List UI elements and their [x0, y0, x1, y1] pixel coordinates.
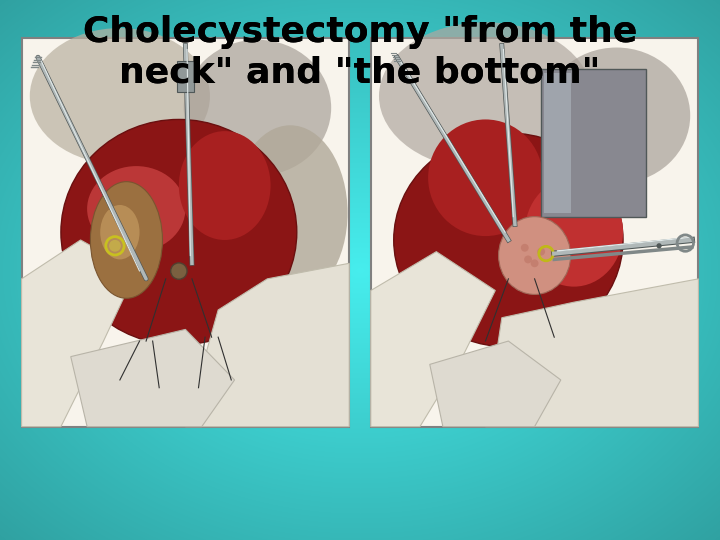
Ellipse shape: [30, 28, 210, 164]
Polygon shape: [485, 279, 698, 427]
Polygon shape: [430, 341, 561, 427]
Ellipse shape: [525, 178, 623, 287]
Ellipse shape: [87, 166, 185, 252]
Bar: [541, 69, 646, 217]
Bar: [22, 38, 349, 427]
Text: Cholecystectomy "from the
neck" and "the bottom": Cholecystectomy "from the neck" and "the…: [83, 15, 637, 90]
Circle shape: [524, 255, 532, 264]
Ellipse shape: [394, 133, 623, 347]
Ellipse shape: [428, 119, 543, 236]
Circle shape: [657, 243, 662, 248]
Ellipse shape: [61, 119, 297, 345]
Circle shape: [537, 248, 545, 255]
Bar: [371, 38, 698, 427]
Ellipse shape: [498, 217, 571, 294]
Ellipse shape: [379, 22, 592, 170]
Ellipse shape: [184, 40, 331, 176]
Circle shape: [521, 244, 528, 252]
Polygon shape: [22, 240, 136, 427]
Polygon shape: [186, 264, 349, 427]
Circle shape: [531, 259, 539, 267]
Polygon shape: [71, 329, 235, 427]
Circle shape: [109, 240, 121, 252]
Bar: [544, 73, 571, 213]
Text: Cholecystectomy "from the
neck" and "the bottom": Cholecystectomy "from the neck" and "the…: [83, 15, 637, 90]
Ellipse shape: [91, 181, 163, 298]
Ellipse shape: [543, 48, 690, 184]
Ellipse shape: [179, 131, 271, 240]
Circle shape: [171, 263, 187, 279]
Bar: [177, 61, 194, 92]
Ellipse shape: [233, 125, 348, 300]
Polygon shape: [371, 252, 495, 427]
Ellipse shape: [100, 205, 140, 259]
